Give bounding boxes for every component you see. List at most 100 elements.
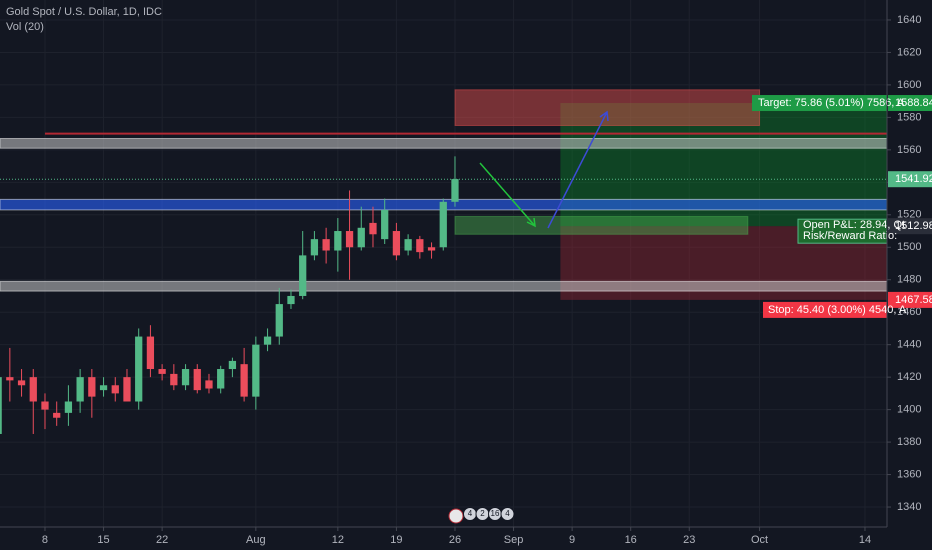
candle-body [99,385,108,391]
price-tag [888,218,932,235]
price-tag-label: 1588.84 [895,97,932,109]
candle-body [111,385,119,394]
candle-body [275,304,283,337]
price-tag [888,95,932,112]
stop-label: Stop: 45.40 (3.00%) 4540, A [768,304,907,316]
price-tag [888,171,932,188]
candle-body [158,369,166,374]
event-flag [448,508,464,524]
candle-body [357,227,365,248]
candle-body [381,209,389,240]
candle-body [392,231,401,256]
candle-body [146,336,155,370]
y-tick-label: 1440 [897,339,921,351]
candle-body [181,369,190,386]
candle-body [228,360,237,370]
candle-body [41,401,49,410]
y-tick-label: 1460 [897,306,921,318]
trend-arrow [479,162,536,227]
candle-body [123,377,131,402]
rectangle [454,215,749,235]
x-tick-label: 9 [569,534,575,546]
target-label: Target: 75.86 (5.01%) 7586, A [758,97,905,109]
y-tick-label: 1620 [897,46,921,58]
event-count: 2 [480,509,485,518]
candle-body [439,201,447,248]
zone [0,137,888,149]
price-tag-label: 1467.58 [895,294,932,306]
x-tick-label: 15 [97,534,109,546]
y-tick-label: 1600 [897,79,921,91]
candle-body [170,373,178,386]
y-tick-label: 1520 [897,209,921,221]
zone [0,280,888,292]
y-tick-label: 1400 [897,404,921,416]
x-tick-label: 12 [332,534,344,546]
candle-body [53,412,61,418]
x-tick-label: 26 [449,534,461,546]
y-tick-label: 1480 [897,274,921,286]
pnl-label: Open P&L: 28.94, Qt [803,219,905,231]
candle-body [334,231,342,251]
candle-body [322,239,330,251]
candle-body [64,401,73,413]
candle-body [135,336,143,402]
candle-body [76,377,84,402]
candle-body [263,336,272,345]
candle-body [287,295,295,305]
x-tick-label: Sep [504,534,524,546]
candle-body [29,377,37,402]
x-tick-label: 23 [683,534,695,546]
candle-body [369,222,377,235]
candle-body [240,364,248,397]
price-tag-label: 1541.92 [895,173,932,185]
event-count: 16 [491,509,500,518]
y-tick-label: 1640 [897,14,921,26]
event-count: 4 [468,509,473,518]
y-tick-label: 1360 [897,468,921,480]
chart-title: Gold Spot / U.S. Dollar, 1D, IDC [6,6,162,18]
event-badge [500,507,515,521]
price-tag-label: 1512.98 [895,220,932,232]
x-tick-label: 22 [156,534,168,546]
y-tick-label: 1560 [897,144,921,156]
y-tick-label: 1420 [897,371,921,383]
candle-body [416,239,424,253]
candle-body [345,231,354,248]
pnl-label-box [797,218,888,244]
trend-arrow [547,111,608,229]
arrow-head [599,110,609,122]
price-tag [888,291,932,308]
x-tick-label: 8 [42,534,48,546]
candle-body [193,369,201,391]
x-tick-label: 14 [859,534,871,546]
candle-body [451,179,459,202]
candle-body [252,344,260,397]
candle-body [6,377,14,381]
y-tick-label: 1380 [897,436,921,448]
x-tick-label: Oct [751,534,768,546]
candle-body [205,380,213,389]
candle-body [88,377,96,397]
y-tick-label: 1500 [897,241,921,253]
candle-body [217,369,225,389]
y-tick-label: 1340 [897,501,921,513]
rr-label: Risk/Reward Ratio: [803,230,897,242]
x-tick-label: 16 [625,534,637,546]
indicator-label: Vol (20) [6,21,44,33]
candle-body [427,247,436,251]
x-tick-label: Aug [246,534,266,546]
candle-body [404,239,412,251]
candle-body [0,377,2,434]
arrow-head [526,217,536,228]
target-label-box [752,95,887,112]
stop-label-box [763,301,887,318]
y-tick-label: 1580 [897,111,921,123]
x-tick-label: 19 [390,534,402,546]
candle-body [310,239,319,256]
candle-body [17,380,26,386]
event-count: 4 [505,509,510,518]
candle-body [299,255,307,296]
